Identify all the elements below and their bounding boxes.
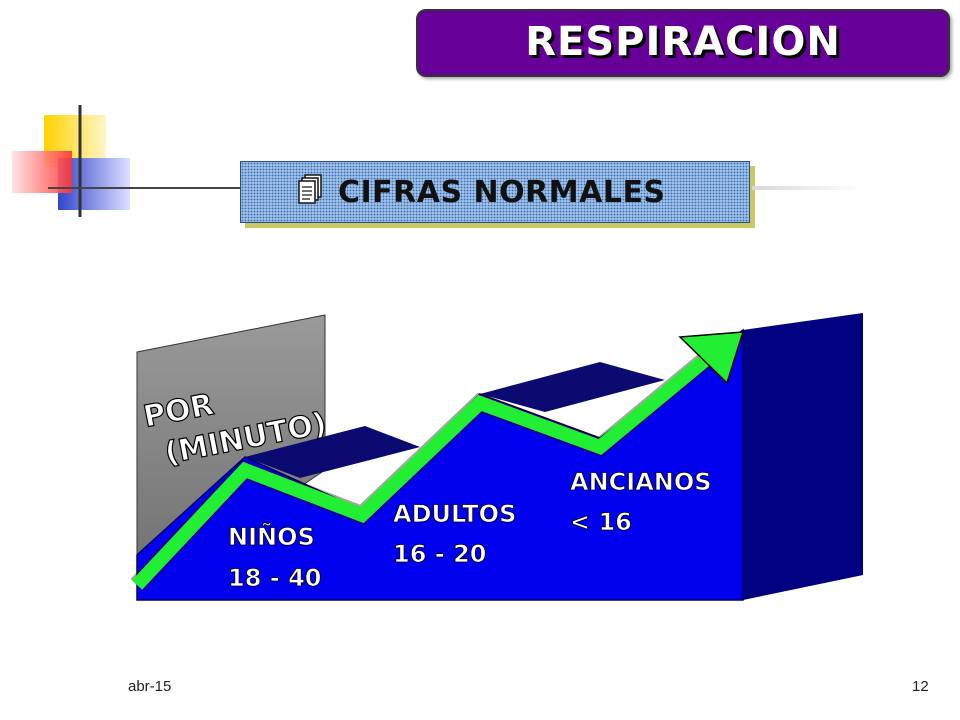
decorative-squares	[12, 105, 260, 217]
step-label-ancianos: ANCIANOS	[570, 468, 712, 496]
red-square	[12, 151, 72, 193]
footer-date: abr-15	[128, 678, 172, 695]
trend-arrow	[131, 350, 715, 590]
axis-label: POR (MINUTO)	[140, 387, 330, 473]
slide-title: RESPIRACION	[525, 19, 841, 65]
steps-side-block	[743, 313, 863, 600]
steps-front-face	[136, 328, 744, 601]
subtitle-text: CIFRAS NORMALES	[338, 175, 666, 210]
trend-arrow-head	[678, 331, 745, 385]
axis-label-line1: POR	[141, 387, 217, 435]
footer-page-number: 12	[912, 678, 929, 695]
step-value-ancianos: < 16	[570, 508, 632, 536]
step-top-1	[245, 426, 420, 478]
step-value-ninos: 18 - 40	[228, 564, 321, 592]
step-value-adultos: 16 - 20	[393, 540, 486, 568]
step-label-adultos: ADULTOS	[393, 500, 516, 528]
subtitle-box: CIFRAS NORMALES	[240, 161, 750, 223]
document-stack-icon	[298, 174, 322, 204]
step-label-ninos: NIÑOS	[228, 522, 315, 551]
step-top-2	[480, 362, 665, 412]
subtitle-fade-line	[752, 186, 862, 190]
title-banner: RESPIRACION	[416, 9, 950, 77]
